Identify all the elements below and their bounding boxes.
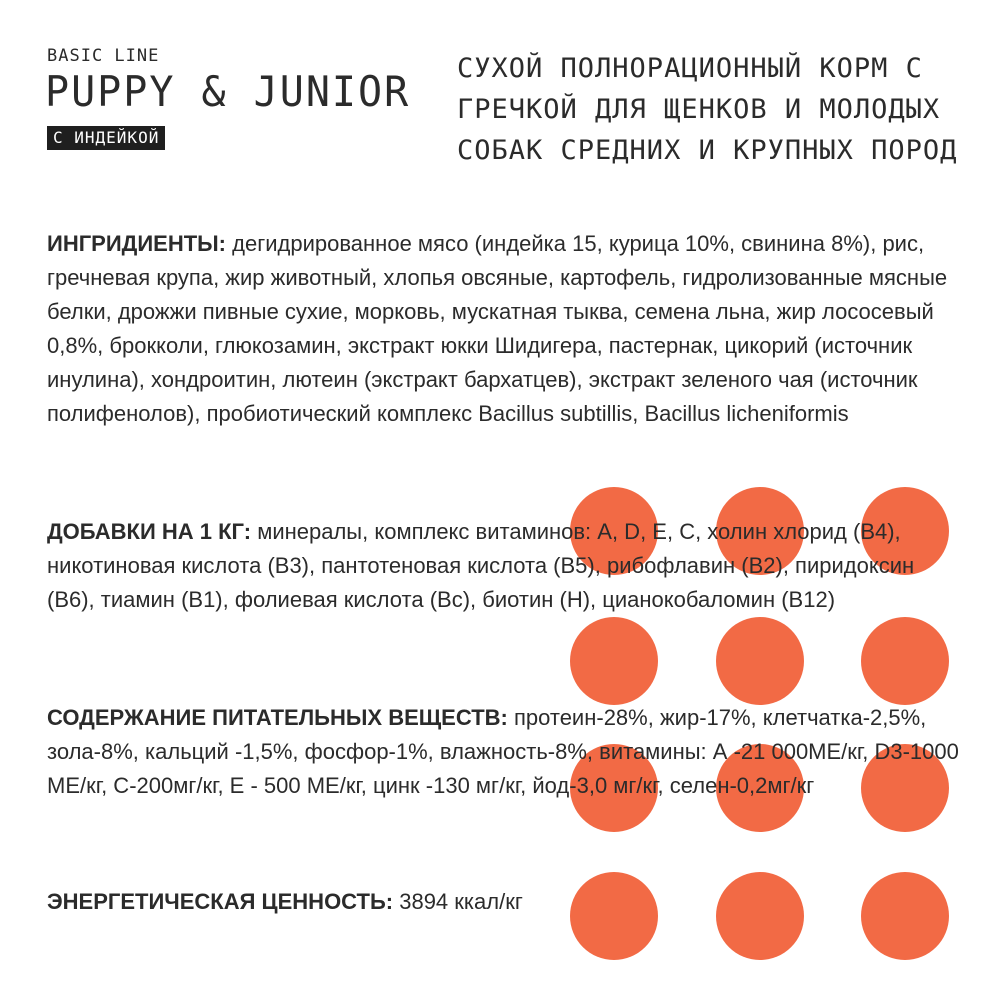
product-description: СУХОЙ ПОЛНОРАЦИОННЫЙ КОРМ С ГРЕЧКОЙ ДЛЯ …	[457, 53, 958, 166]
ingredients-label: ИНГРИДИЕНТЫ:	[47, 231, 227, 256]
decor-dot	[716, 744, 804, 832]
decor-dot	[861, 617, 949, 705]
energy-label: ЭНЕРГЕТИЧЕСКАЯ ЦЕННОСТЬ:	[47, 889, 394, 914]
decor-dot	[716, 872, 804, 960]
decor-dot	[570, 487, 658, 575]
decor-dot	[570, 872, 658, 960]
brand-line: BASIC LINE	[47, 46, 160, 66]
nutrients-text: протеин-28%, жир-17%, клетчатка-2,5%, зо…	[47, 705, 959, 798]
decor-dot	[716, 487, 804, 575]
product-name: PUPPY & JUNIOR	[45, 68, 411, 117]
decor-dot	[570, 744, 658, 832]
additives-label: ДОБАВКИ НА 1 КГ:	[47, 519, 252, 544]
additives-section: ДОБАВКИ НА 1 КГ: минералы, комплекс вита…	[47, 515, 962, 617]
ingredients-text: дегидрированное мясо (индейка 15, курица…	[47, 231, 948, 426]
energy-text: 3894 ккал/кг	[399, 889, 523, 914]
additives-text: минералы, комплекс витаминов: A, D, E, C…	[47, 519, 915, 612]
nutrients-section: СОДЕРЖАНИЕ ПИТАТЕЛЬНЫХ ВЕЩЕСТВ: протеин-…	[47, 701, 962, 803]
decor-dot	[861, 872, 949, 960]
energy-section: ЭНЕРГЕТИЧЕСКАЯ ЦЕННОСТЬ: 3894 ккал/кг	[47, 885, 962, 919]
decor-dot	[861, 744, 949, 832]
nutrients-label: СОДЕРЖАНИЕ ПИТАТЕЛЬНЫХ ВЕЩЕСТВ:	[47, 705, 508, 730]
decor-dot	[570, 617, 658, 705]
decor-dot	[716, 617, 804, 705]
ingredients-section: ИНГРИДИЕНТЫ: дегидрированное мясо (индей…	[47, 227, 962, 431]
flavor-badge: С ИНДЕЙКОЙ	[47, 126, 166, 150]
decor-dot	[861, 487, 949, 575]
